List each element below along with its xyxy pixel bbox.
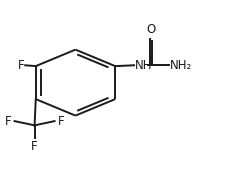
Text: F: F	[18, 59, 25, 72]
Text: NH: NH	[135, 59, 153, 72]
Text: F: F	[5, 115, 11, 128]
Text: F: F	[31, 140, 38, 153]
Text: NH₂: NH₂	[170, 59, 192, 72]
Text: O: O	[147, 23, 156, 36]
Text: F: F	[58, 115, 65, 128]
